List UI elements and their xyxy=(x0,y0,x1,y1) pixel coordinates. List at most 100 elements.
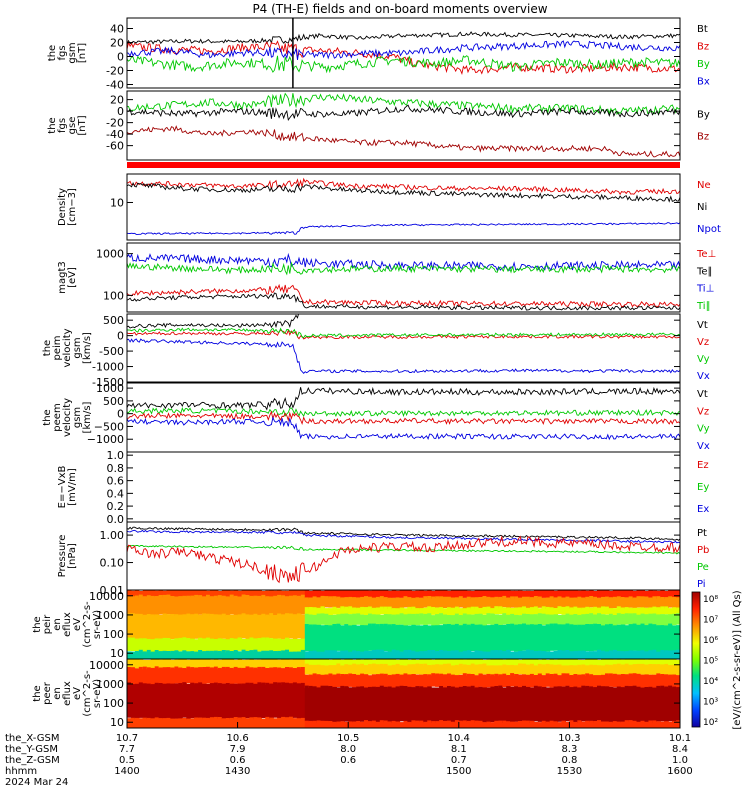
y-tick-label: 500 xyxy=(103,314,124,327)
legend-Ey: Ey xyxy=(697,482,709,493)
y-tick-label: 0 xyxy=(117,51,124,64)
x-tick-label: 7.7 xyxy=(119,744,135,755)
legend-Ti⊥: Ti⊥ xyxy=(696,284,714,295)
legend-Bz: Bz xyxy=(697,42,709,53)
chart-title: P4 (TH-E) fields and on-board moments ov… xyxy=(252,2,547,16)
series-By xyxy=(127,92,680,116)
legend-Vx: Vx xyxy=(697,371,710,382)
series-group xyxy=(127,386,680,441)
panel-pressure: 1.00 0.10 0.01 Pressure[nPa] Pt Pb Pe Pi xyxy=(57,521,709,597)
panel-frame xyxy=(126,658,681,729)
panel-frame xyxy=(126,313,681,383)
x-tick-label: 1400 xyxy=(114,766,139,777)
y-axis-label: magt3[eV] xyxy=(57,261,78,294)
y-axis-label: thepeirenefluxeV(cm^2-s-sr-eV) xyxy=(32,601,103,648)
series-Bt xyxy=(127,31,680,45)
x-tick-label: 8.3 xyxy=(561,744,577,755)
series-Bz xyxy=(127,125,680,158)
y-tick-label: -60 xyxy=(106,140,124,153)
y-tick-label: 10 xyxy=(110,647,124,660)
legend-Vz: Vz xyxy=(697,337,709,348)
panel-peem_velocity: 10005000−500−1000thepeemvelocitygsm[km/s… xyxy=(42,382,710,453)
legend-Te∥: Te∥ xyxy=(696,266,713,277)
x-tick-label: 1530 xyxy=(557,766,582,777)
y-tick-label: -20 xyxy=(106,65,124,78)
panel-peer_eflux: 10000 1000 100 10 thepeerenefluxeV(cm^2-s-sr… xyxy=(32,658,681,729)
y-axis-label: thefgsgse[nT] xyxy=(47,115,88,135)
series-Npot xyxy=(127,222,680,235)
y-tick-label: 0 xyxy=(117,330,124,343)
panel-moments_density: 10 Density[cm−3] Ne Ni Npot xyxy=(57,173,721,241)
series-Vy xyxy=(127,327,680,339)
x-tick-label: 8.1 xyxy=(451,744,467,755)
y-tick-label: −1000 xyxy=(87,433,124,446)
panel-peir_eflux: 10000 1000 100 10 thepeirenefluxeV(cm^2-s-sr… xyxy=(32,589,681,660)
series-Pe xyxy=(127,544,680,555)
y-tick-label: 1.00 xyxy=(100,529,125,542)
series-Pb xyxy=(127,535,680,584)
y-tick-label: 0.8 xyxy=(107,462,125,475)
y-tick-label: 40 xyxy=(110,23,124,36)
y-tick-label: 100 xyxy=(103,289,124,302)
spectrogram xyxy=(127,590,680,659)
series-group xyxy=(127,314,680,374)
legend-Bt: Bt xyxy=(697,24,708,35)
series-Ti∥ xyxy=(127,261,680,276)
series-Ne xyxy=(127,177,680,196)
series-Vt xyxy=(127,386,680,411)
y-tick-label: 0.2 xyxy=(107,500,125,513)
x-tick-label: 0.7 xyxy=(451,755,467,766)
colorbar-tick-label: 10³ xyxy=(703,698,718,708)
colorbar-tick-label: 10⁷ xyxy=(703,616,718,626)
series-group xyxy=(127,177,680,235)
panel-efield: 1.00.80.60.40.20.0 E=−VxB[mV/m] Ez Ey Ex xyxy=(57,449,709,526)
y-tick-label: 0.0 xyxy=(107,513,125,526)
legend-Ez: Ez xyxy=(697,460,709,471)
legend-Ni: Ni xyxy=(697,202,707,213)
panel-frame xyxy=(126,451,681,523)
panel-peim_velocity: 500 0 -500 -1000 -1500 thepeimvelocitygsm[km/… xyxy=(42,313,710,389)
y-tick-label: 0.6 xyxy=(107,475,125,488)
x-tick-label: 1.0 xyxy=(672,755,688,766)
y-tick-label: -500 xyxy=(99,345,124,358)
series-group xyxy=(127,31,680,75)
legend-Npot: Npot xyxy=(697,224,721,235)
x-tick-label: 8.4 xyxy=(672,744,688,755)
y-axis-label: thepeemvelocitygsm[km/s] xyxy=(42,398,93,437)
y-tick-label: 10 xyxy=(110,716,124,729)
legend-Te⊥: Te⊥ xyxy=(696,249,716,260)
panel-moments_temp: 1000 100 magt3[eV] Te⊥ Te∥ Ti⊥ Ti∥ xyxy=(57,242,716,313)
y-tick-label: 20 xyxy=(110,94,124,107)
y-tick-label: -40 xyxy=(106,128,124,141)
legend-Vx: Vx xyxy=(697,441,710,452)
legend-Ti∥: Ti∥ xyxy=(696,301,711,312)
series-group xyxy=(127,252,680,311)
colorbar-tick-label: 10⁶ xyxy=(703,636,718,646)
series-group xyxy=(127,92,680,158)
x-tick-label: 10.3 xyxy=(558,733,580,744)
y-tick-label: 10000 xyxy=(89,659,124,672)
y-tick-label: 1.0 xyxy=(107,449,125,462)
series-Vz xyxy=(127,410,680,426)
y-tick-label: 1000 xyxy=(96,678,124,691)
y-axis-label: Density[cm−3] xyxy=(57,188,78,226)
legend-Pi: Pi xyxy=(697,579,706,590)
colorbar: 10⁸ 10⁷ 10⁶ 10⁵ 10⁴ 10³ 10² [eV/(cm^2-s-sr-eV)]… xyxy=(691,590,743,730)
legend-Vy: Vy xyxy=(697,424,710,435)
legend-Pe: Pe xyxy=(697,562,709,573)
series-Bx xyxy=(127,40,680,60)
y-tick-label: 1000 xyxy=(96,248,124,261)
legend-Vt: Vt xyxy=(697,320,708,331)
x-tick-label: 8.0 xyxy=(340,744,356,755)
y-tick-label: 20 xyxy=(110,37,124,50)
y-tick-label: 10 xyxy=(110,196,124,209)
x-date-label: 2024 Mar 24 xyxy=(5,777,68,788)
y-tick-label: 1000 xyxy=(96,609,124,622)
x-row-label: hhmm xyxy=(5,766,37,777)
y-tick-label: -1500 xyxy=(92,376,124,389)
legend-Bz: Bz xyxy=(697,132,709,143)
series-Vy xyxy=(127,407,680,418)
y-tick-label: 0 xyxy=(117,408,124,421)
y-tick-label: 0 xyxy=(117,105,124,118)
